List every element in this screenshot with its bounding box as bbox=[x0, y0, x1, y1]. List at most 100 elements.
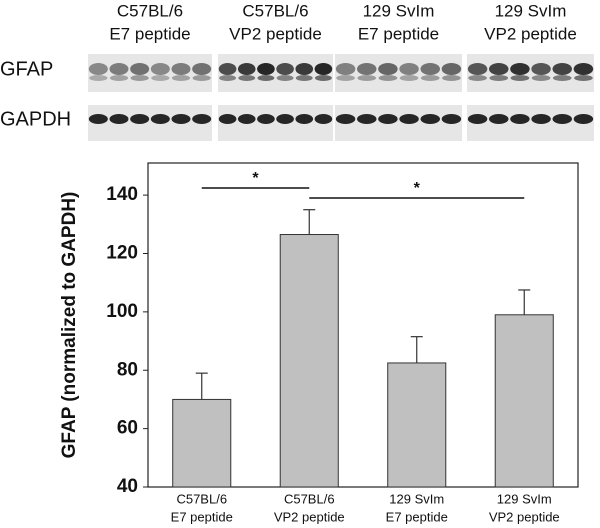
blot-band bbox=[336, 75, 355, 81]
blot-strip bbox=[467, 54, 594, 92]
blot-band bbox=[130, 75, 149, 81]
blot-band bbox=[295, 114, 314, 124]
blot-column-label: E7 peptide bbox=[358, 24, 439, 43]
blot-band bbox=[552, 114, 572, 124]
blot-band bbox=[574, 75, 593, 81]
blot-strip bbox=[88, 54, 212, 92]
blot-strip bbox=[218, 54, 333, 92]
blot-band bbox=[150, 114, 170, 124]
x-tick-label: VP2 peptide bbox=[274, 509, 345, 524]
y-tick-label: 140 bbox=[106, 184, 138, 205]
blot-band bbox=[420, 114, 440, 124]
blot-band bbox=[442, 75, 461, 81]
plot-frame bbox=[147, 162, 579, 488]
blot-column-label: VP2 peptide bbox=[229, 24, 322, 43]
y-tick-label: 60 bbox=[117, 418, 138, 439]
blot-band bbox=[335, 63, 356, 75]
blot-band bbox=[109, 63, 129, 75]
y-axis-label: GFAP (normalized to GAPDH) bbox=[59, 192, 80, 459]
blot-band bbox=[257, 63, 275, 75]
y-tick-label: 40 bbox=[117, 476, 138, 497]
bar bbox=[387, 362, 447, 488]
blot-band bbox=[378, 63, 398, 75]
blot-strip bbox=[335, 54, 462, 92]
blot-band bbox=[441, 63, 462, 75]
blot-band bbox=[399, 114, 419, 124]
blot-band bbox=[573, 63, 594, 75]
y-tick-label: 80 bbox=[117, 359, 138, 380]
blot-strip bbox=[88, 105, 212, 141]
blot-strip bbox=[218, 105, 333, 141]
blot-column-label: VP2 peptide bbox=[484, 24, 577, 43]
blot-band bbox=[218, 114, 237, 124]
blot-band bbox=[420, 75, 440, 81]
blot-band bbox=[378, 75, 398, 81]
blot-band bbox=[335, 114, 356, 124]
blot-band bbox=[276, 63, 294, 75]
blot-band bbox=[489, 114, 509, 124]
blot-band bbox=[399, 63, 419, 75]
blot-band bbox=[130, 114, 150, 124]
x-tick-label: E7 peptide bbox=[171, 509, 233, 524]
blot-band bbox=[378, 114, 398, 124]
blot-strip bbox=[467, 105, 594, 141]
blot-band bbox=[468, 75, 487, 81]
blot-band bbox=[357, 75, 377, 81]
blot-column-label: 129 SvIm bbox=[495, 1, 567, 20]
blot-band bbox=[467, 63, 488, 75]
blot-band bbox=[237, 114, 256, 124]
blot-band bbox=[314, 63, 333, 75]
blot-band bbox=[510, 63, 530, 75]
blot-band bbox=[510, 75, 530, 81]
blot-band bbox=[531, 75, 551, 81]
bar bbox=[172, 398, 232, 488]
blot-band bbox=[109, 75, 129, 81]
x-tick-label: 129 SvIm bbox=[389, 491, 444, 506]
blot-band bbox=[257, 114, 275, 124]
blot-column-label: 129 SvIm bbox=[363, 1, 435, 20]
blot-band bbox=[192, 114, 212, 124]
blot-band bbox=[531, 63, 551, 75]
blot-band bbox=[171, 63, 191, 75]
significance-mark: * bbox=[414, 180, 421, 197]
blot-band bbox=[89, 75, 108, 81]
blot-band bbox=[257, 75, 275, 81]
bar bbox=[494, 314, 554, 488]
blot-band bbox=[531, 114, 551, 124]
blot-band bbox=[357, 114, 377, 124]
blot-band bbox=[314, 114, 333, 124]
blot-band bbox=[552, 63, 572, 75]
blot-band bbox=[276, 75, 294, 81]
y-tick-label: 120 bbox=[106, 243, 138, 264]
x-tick-label: VP2 peptide bbox=[489, 509, 560, 524]
blot-column-label: C57BL/6 bbox=[117, 1, 183, 20]
blot-band bbox=[150, 63, 170, 75]
blot-band bbox=[399, 75, 419, 81]
blot-band bbox=[219, 75, 237, 81]
significance-mark: * bbox=[252, 170, 259, 187]
blot-band bbox=[130, 63, 150, 75]
blot-band bbox=[510, 114, 530, 124]
blot-band bbox=[237, 63, 256, 75]
blot-band bbox=[88, 63, 108, 75]
blot-band bbox=[441, 114, 462, 124]
blot-band bbox=[295, 63, 314, 75]
blot-band bbox=[151, 75, 170, 81]
blot-column-label: C57BL/6 bbox=[242, 1, 308, 20]
blot-band bbox=[489, 63, 509, 75]
bar bbox=[279, 234, 339, 488]
blot-band bbox=[218, 63, 237, 75]
blot-band bbox=[552, 75, 572, 81]
blot-band bbox=[238, 75, 256, 81]
x-tick-label: E7 peptide bbox=[386, 509, 448, 524]
blot-band bbox=[192, 75, 211, 81]
blot-strip bbox=[335, 105, 462, 141]
blot-band bbox=[109, 114, 129, 124]
blot-band bbox=[276, 114, 294, 124]
blot-band bbox=[357, 63, 377, 75]
blot-band bbox=[467, 114, 488, 124]
blot-band bbox=[420, 63, 440, 75]
blot-band bbox=[489, 75, 509, 81]
blot-band bbox=[171, 114, 191, 124]
x-tick-label: C57BL/6 bbox=[176, 491, 227, 506]
